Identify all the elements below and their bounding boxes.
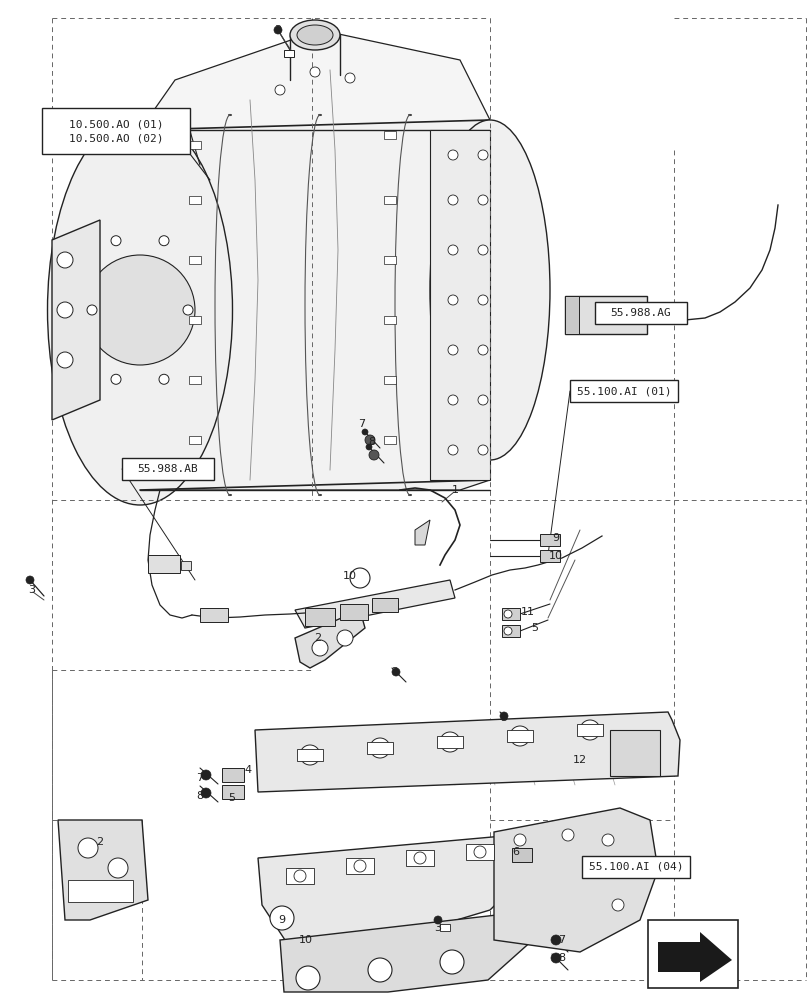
Text: 3: 3 [274,25,281,35]
Text: 10: 10 [548,551,562,561]
Bar [284,50,294,57]
Text: 10.500.AO (01)
10.500.AO (02): 10.500.AO (01) 10.500.AO (02) [69,119,163,143]
Polygon shape [493,808,657,952]
Bar [594,302,686,324]
Text: 9: 9 [278,915,285,925]
Text: 7: 7 [358,419,365,429]
Bar [200,608,228,622]
Bar [647,920,737,988]
Circle shape [296,966,320,990]
Ellipse shape [297,25,333,45]
Text: 3: 3 [391,667,398,677]
Circle shape [478,195,487,205]
Bar [345,858,374,874]
Text: 7: 7 [196,773,204,783]
Bar [181,561,191,570]
Circle shape [311,640,328,656]
Circle shape [621,862,633,874]
Bar [466,844,493,860]
Text: 10: 10 [342,571,357,581]
Bar [340,604,367,620]
Circle shape [337,630,353,646]
Circle shape [182,305,193,315]
Polygon shape [258,832,551,940]
Circle shape [504,627,512,635]
Circle shape [294,870,306,882]
Text: 55.988.AG: 55.988.AG [610,308,671,318]
Bar [189,256,201,264]
Ellipse shape [430,120,549,460]
Bar [501,608,519,620]
Text: 55.100.AI (04): 55.100.AI (04) [588,862,682,872]
Polygon shape [414,520,430,545]
Bar [406,850,433,866]
Circle shape [448,195,457,205]
Text: 3: 3 [434,923,441,933]
Text: 5: 5 [228,793,235,803]
Circle shape [509,726,530,746]
Circle shape [478,245,487,255]
Text: 4: 4 [244,765,251,775]
Circle shape [448,345,457,355]
Text: 55.988.AB: 55.988.AB [137,464,198,474]
Circle shape [310,67,320,77]
Ellipse shape [47,115,232,505]
Bar [189,436,201,444]
Text: 9: 9 [551,533,559,543]
Circle shape [579,720,599,740]
Bar [367,742,393,754]
Text: 2: 2 [97,837,104,847]
Circle shape [270,906,294,930]
Bar [539,550,560,562]
Circle shape [474,846,486,858]
Bar [285,868,314,884]
Circle shape [111,236,121,246]
Bar [221,768,243,782]
Text: 1: 1 [451,485,458,495]
Circle shape [273,26,281,34]
Circle shape [111,374,121,384]
Polygon shape [430,130,489,480]
Circle shape [362,429,367,435]
Bar [581,856,689,878]
Circle shape [433,916,441,924]
Circle shape [414,852,426,864]
Bar [221,785,243,799]
Bar [122,458,214,480]
Polygon shape [139,120,489,490]
Circle shape [551,953,560,963]
Circle shape [440,950,463,974]
Bar [501,625,519,637]
Polygon shape [280,910,543,992]
Polygon shape [139,30,489,270]
Text: 8: 8 [558,953,565,963]
Circle shape [448,395,457,405]
Text: 7: 7 [558,935,565,945]
Bar [384,196,396,204]
Bar [440,924,449,931]
Circle shape [448,445,457,455]
Circle shape [478,395,487,405]
Bar [512,848,531,862]
Circle shape [370,738,389,758]
Circle shape [500,712,508,720]
Bar [384,131,396,139]
Circle shape [367,958,392,982]
Circle shape [448,295,457,305]
Polygon shape [58,820,148,920]
Circle shape [159,236,169,246]
Circle shape [448,150,457,160]
Text: 2: 2 [314,633,321,643]
Circle shape [57,302,73,318]
Bar [305,608,335,626]
Text: 12: 12 [573,755,586,765]
Text: 11: 11 [521,607,534,617]
Text: 8: 8 [196,791,204,801]
Bar [384,256,396,264]
Polygon shape [52,220,100,420]
Bar [506,730,532,742]
Bar [384,376,396,384]
Bar [189,141,201,149]
Circle shape [78,838,98,858]
Text: 3: 3 [500,713,507,723]
